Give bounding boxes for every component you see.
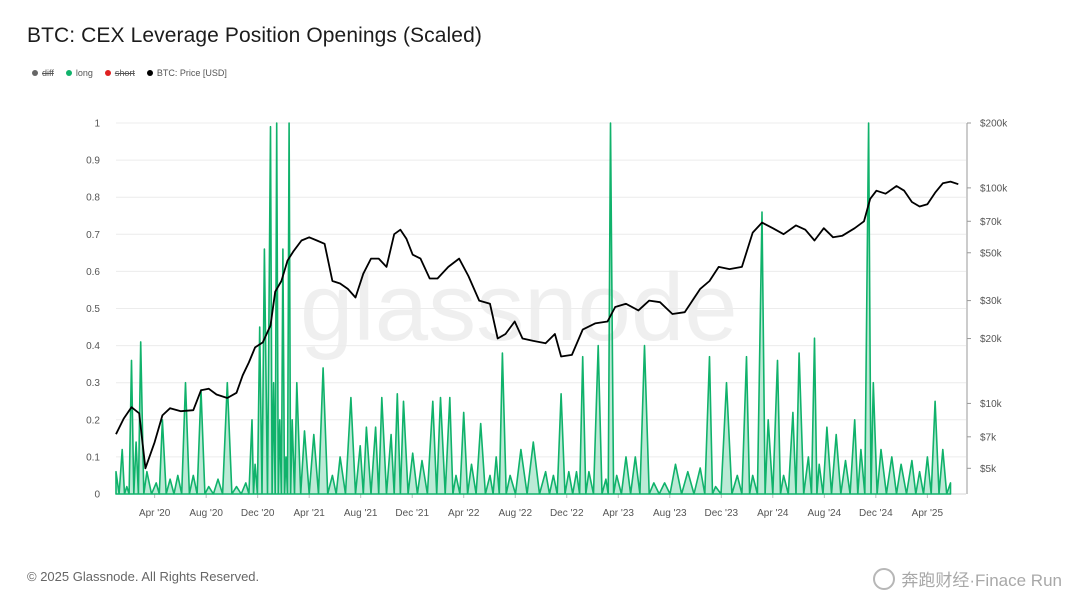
legend-item-long[interactable]: long [65,68,93,78]
legend-dot-short [104,70,111,76]
legend: diff long short BTC: Price [USD] [32,68,227,78]
legend-item-short[interactable]: short [104,68,135,78]
y-left-tick-label: 0 [94,490,100,501]
x-tick-label: Aug '22 [498,508,532,519]
legend-label-diff: diff [42,68,54,78]
y-left-tick-label: 0.3 [86,378,100,389]
series-layer [115,122,959,495]
y-right-tick-label: $10k [980,399,1003,410]
grid [116,122,966,495]
y-right-tick-label: $70k [980,217,1003,228]
x-tick-label: Aug '24 [808,508,842,519]
y-axis-left: 0 0.1 0.2 0.3 0.4 0.5 0.6 0.7 0.8 0.9 1 [86,119,100,501]
x-tick-label: Apr '23 [603,508,635,519]
x-tick-label: Dec '22 [550,508,584,519]
x-tick-label: Apr '21 [293,508,325,519]
legend-item-price[interactable]: BTC: Price [USD] [146,68,227,78]
y-left-tick-label: 0.5 [86,304,100,315]
series-long-line [115,122,952,495]
legend-dot-long [65,70,72,76]
y-left-tick-label: 1 [94,119,100,130]
x-tick-label: Aug '20 [189,508,223,519]
y-right-tick-label: $7k [980,432,997,443]
x-tick-label: Apr '20 [139,508,171,519]
y-right-tick-label: $20k [980,334,1003,345]
corner-watermark-text: 奔跑财经·Finace Run [901,571,1062,590]
y-right-tick-label: $100k [980,183,1008,194]
x-tick-label: Dec '23 [705,508,739,519]
series-price-line [115,180,959,470]
legend-dot-diff [32,70,38,76]
y-left-tick-label: 0.1 [86,452,100,463]
y-left-tick-label: 0.2 [86,415,100,426]
y-left-tick-label: 0.9 [86,156,100,167]
y-left-tick-label: 0.4 [86,341,100,352]
copyright: © 2025 Glassnode. All Rights Reserved. [27,569,260,584]
x-tick-label: Apr '24 [757,508,789,519]
x-tick-label: Apr '25 [912,508,944,519]
corner-watermark: 奔跑财经·Finace Run [873,566,1062,591]
legend-label-price: BTC: Price [USD] [156,68,227,78]
y-left-tick-label: 0.8 [86,193,100,204]
legend-label-short: short [114,68,135,78]
y-right-tick-label: $5k [980,464,997,475]
chart-title: BTC: CEX Leverage Position Openings (Sca… [27,24,482,47]
legend-label-long: long [75,68,93,78]
legend-dot-price [146,70,153,76]
y-right-tick-label: $30k [980,296,1003,307]
x-tick-label: Aug '23 [653,508,687,519]
y-left-tick-label: 0.7 [86,230,100,241]
x-axis: Apr '20 Aug '20 Dec '20 Apr '21 Aug '21 Dec '… [116,493,966,519]
x-tick-label: Apr '22 [448,508,480,519]
y-left-tick-label: 0.6 [86,267,100,278]
x-tick-label: Aug '21 [344,508,378,519]
watermark-logo-icon [873,567,896,590]
x-tick-label: Dec '24 [859,508,893,519]
x-tick-label: Dec '20 [241,508,275,519]
y-right-tick-label: $200k [980,119,1008,130]
legend-item-diff[interactable]: diff [32,68,54,78]
y-right-tick-label: $50k [980,248,1003,259]
x-tick-label: Dec '21 [395,508,429,519]
y-axis-right: $5k $7k $10k $20k $30k $50k $70k $100k $200k [966,119,1008,494]
